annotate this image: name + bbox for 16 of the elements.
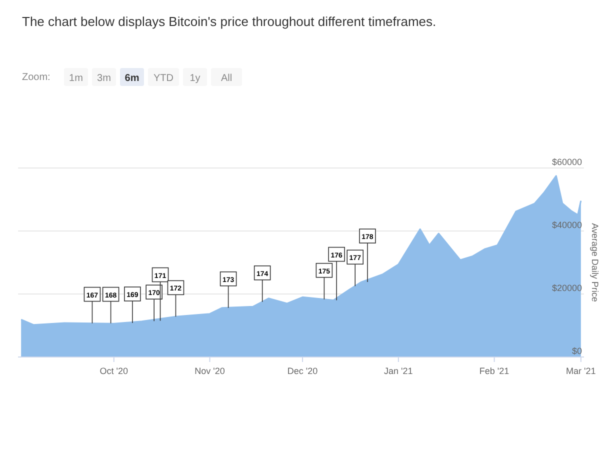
chart-title: The chart below displays Bitcoin's price throughout different timeframes. xyxy=(22,14,436,29)
x-tick-label: Feb '21 xyxy=(479,366,510,376)
zoom-button: 1m xyxy=(64,68,88,86)
x-tick-label: Dec '20 xyxy=(287,366,318,376)
x-tick-label: Mar '21 xyxy=(566,366,596,376)
zoom-button: 1y xyxy=(183,68,207,86)
zoom-button: All xyxy=(211,68,242,86)
x-tick-label: Jan '21 xyxy=(384,366,413,376)
text: Zoom: xyxy=(22,72,50,83)
y-tick-label: $60000 xyxy=(552,157,582,167)
zoom-button: 6m xyxy=(120,68,144,86)
x-tick-label: Oct '20 xyxy=(100,366,128,376)
zoom-button: 3m xyxy=(92,68,116,86)
x-tick-label: Nov '20 xyxy=(194,366,225,376)
y-axis-title: Average Daily Price xyxy=(590,223,600,302)
zoom-button: YTD xyxy=(148,68,179,86)
